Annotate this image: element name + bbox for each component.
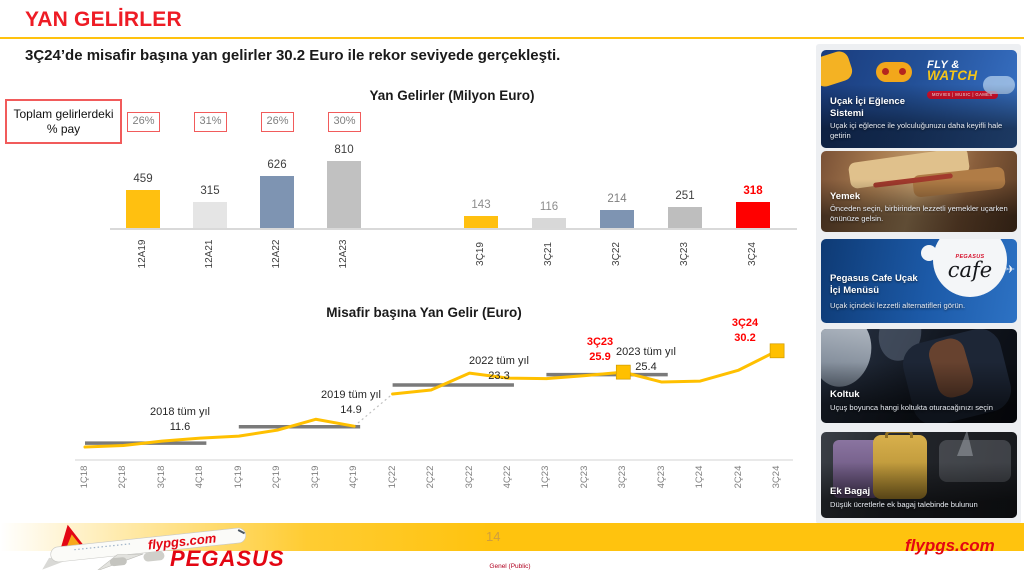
revenue-share-pct-box: 26% [127, 112, 160, 132]
bar-value-label: 143 [471, 199, 491, 211]
bar-3Ç24 [736, 202, 770, 228]
bar-3Ç21 [532, 218, 566, 228]
card-title: Ek Bagaj [830, 486, 871, 497]
card-desc: Uçak içi eğlence ile yolculuğunuzu daha … [830, 121, 1003, 140]
bar-value-label: 318 [743, 185, 763, 197]
line-chart-svg [75, 343, 793, 461]
bar-value-label: 315 [200, 185, 220, 197]
card-pegasus-cafe: PEGASUS cafe ✈ Pegasus Cafe Uçak İçi Men… [821, 239, 1017, 323]
line-series-post-gap [391, 349, 779, 396]
card-inflight-entertainment: FLY & WATCH MOVIES | MUSIC | GAMES Uçak … [821, 50, 1017, 148]
bar-12A22 [260, 176, 294, 228]
line-chart [60, 300, 800, 470]
card-title: Koltuk [830, 389, 860, 400]
annotation-2019-tüm-yıl: 2019 tüm yıl 14.9 [321, 389, 381, 416]
marker-3Ç23 [615, 364, 631, 380]
card-shade [821, 432, 1017, 518]
card-extra-baggage: Ek Bagaj Düşük ücretlerle ek bagaj taleb… [821, 432, 1017, 518]
card-title: Uçak İçi Eğlence Sistemi [830, 96, 905, 119]
bar-value-label: 626 [267, 159, 287, 171]
title-underline [0, 37, 1024, 39]
bar-chart-title: Yan Gelirler (Milyon Euro) [369, 88, 535, 103]
card-desc: Uçuş boyunca hangi koltukta oturacağınız… [830, 403, 993, 412]
bar-3Ç22 [600, 210, 634, 228]
bar-value-label: 116 [539, 201, 559, 213]
cafe-logo-word: cafe [947, 258, 993, 282]
card-shade [821, 329, 1017, 423]
annotation-2018-tüm-yıl: 2018 tüm yıl 11.6 [150, 406, 210, 433]
slide-subtitle: 3Ç24’de misafir başına yan gelirler 30.2… [25, 47, 561, 64]
bar-3Ç23 [668, 207, 702, 228]
card-shade [821, 151, 1017, 232]
footer-website: flypgs.com [905, 536, 995, 555]
annotation-3Ç23: 3Ç23 25.9 [586, 336, 614, 363]
marker-3Ç24 [769, 343, 785, 359]
annotation-2022-tüm-yıl: 2022 tüm yıl 23.3 [469, 355, 529, 382]
pegasus-plane-logo: flypgs.com [42, 524, 247, 570]
card-desc: Uçak içindeki lezzetli alternatifleri gö… [830, 301, 966, 310]
bar-12A23 [327, 161, 361, 228]
revenue-share-pct-box: 30% [328, 112, 361, 132]
revenue-share-note-box: Toplam gelirlerdeki % pay [5, 99, 122, 144]
bar-chart-axis [110, 228, 797, 230]
bar-12A19 [126, 190, 160, 228]
page-number: 14 [486, 529, 501, 544]
revenue-share-pct-box: 26% [261, 112, 294, 132]
card-seat: Koltuk Uçuş boyunca hangi koltukta otura… [821, 329, 1017, 423]
cafe-logo-brand: PEGASUS [955, 254, 985, 260]
page-title: YAN GELİRLER [25, 8, 182, 31]
cafe-logo: PEGASUS cafe [933, 239, 1007, 297]
card-title: Pegasus Cafe Uçak İçi Menüsü [830, 273, 918, 296]
card-desc: Düşük ücretlerle ek bagaj talebinde bulu… [830, 500, 978, 509]
bar-value-label: 214 [607, 193, 627, 205]
plane-icon: ✈ [1005, 264, 1015, 276]
covid-gap-dotted-line [353, 393, 393, 427]
annotation-2023-tüm-yıl: 2023 tüm yıl 25.4 [616, 346, 676, 373]
card-desc: Önceden seçin, birbirinden lezzetli yeme… [830, 204, 1008, 223]
svg-text:flypgs.com: flypgs.com [147, 530, 217, 552]
line-chart-title: Misafir başına Yan Gelir (Euro) [326, 305, 522, 320]
card-food: Yemek Önceden seçin, birbirinden lezzetl… [821, 151, 1017, 232]
annotation-3Ç24: 3Ç24 30.2 [731, 317, 759, 344]
classification-label: Genel (Public) [489, 563, 531, 570]
bar-3Ç19 [464, 216, 498, 228]
bar-value-label: 251 [675, 190, 695, 202]
bar-value-label: 810 [334, 144, 354, 156]
card-title: Yemek [830, 191, 861, 202]
pegasus-wordmark: PEGASUS [170, 546, 285, 571]
bar-value-label: 459 [133, 173, 153, 185]
revenue-share-pct-box: 31% [194, 112, 227, 132]
card-shade [821, 50, 1017, 148]
bar-12A21 [193, 202, 227, 228]
line-series-pre-gap [83, 417, 356, 449]
